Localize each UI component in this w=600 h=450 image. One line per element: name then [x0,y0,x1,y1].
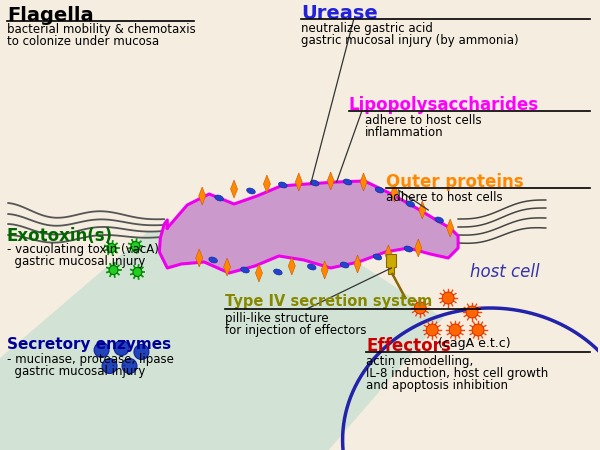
Text: adhere to host cells: adhere to host cells [365,114,481,127]
Circle shape [122,359,137,374]
Text: adhere to host cells: adhere to host cells [386,191,503,204]
Circle shape [133,267,142,276]
Text: pilli-like structure: pilli-like structure [225,312,329,325]
Ellipse shape [435,217,443,223]
Circle shape [107,243,116,252]
Polygon shape [160,181,458,273]
Circle shape [442,292,454,304]
Ellipse shape [307,264,316,270]
Ellipse shape [373,254,382,260]
Text: Urease: Urease [301,4,377,23]
Ellipse shape [247,188,255,194]
Ellipse shape [406,201,415,207]
Polygon shape [0,232,443,450]
Ellipse shape [209,257,217,263]
Circle shape [109,266,118,274]
Text: Exotoxin(s): Exotoxin(s) [7,227,113,245]
Text: gastric mucosal injury (by ammonia): gastric mucosal injury (by ammonia) [301,34,518,47]
Text: Outer proteins: Outer proteins [386,173,524,191]
Circle shape [472,324,484,336]
Circle shape [94,342,109,357]
Polygon shape [386,254,397,274]
Ellipse shape [310,180,319,186]
Polygon shape [196,249,203,267]
Text: host cell: host cell [470,263,539,281]
Ellipse shape [274,269,282,275]
Text: and apoptosis inhibition: and apoptosis inhibition [367,379,508,392]
Text: - mucinase, protease, lipase: - mucinase, protease, lipase [7,353,174,366]
Text: bacterial mobility & chemotaxis: bacterial mobility & chemotaxis [7,23,196,36]
Text: (cagA e.t.c): (cagA e.t.c) [438,337,511,350]
Circle shape [134,345,149,360]
Ellipse shape [404,246,413,252]
Polygon shape [415,239,422,257]
Circle shape [415,302,426,314]
Polygon shape [360,173,367,191]
Polygon shape [199,187,206,205]
Polygon shape [256,264,262,282]
Text: Flagella: Flagella [7,6,94,25]
Text: - vacuolating toxin (vacA): - vacuolating toxin (vacA) [7,243,159,256]
Text: Lipopolysaccharides: Lipopolysaccharides [349,96,539,114]
Text: gastric mucosal injury: gastric mucosal injury [7,365,145,378]
Polygon shape [354,255,361,273]
Text: gastric mucosal injury: gastric mucosal injury [7,255,145,268]
Circle shape [466,306,478,318]
Polygon shape [446,219,454,237]
Text: for injection of effectors: for injection of effectors [225,324,367,337]
Circle shape [114,341,129,356]
Circle shape [449,324,461,336]
Polygon shape [289,257,295,275]
Circle shape [102,359,117,374]
Ellipse shape [278,182,287,188]
Ellipse shape [340,262,349,268]
Polygon shape [391,184,398,202]
Text: IL-8 induction, host cell growth: IL-8 induction, host cell growth [367,367,549,380]
Polygon shape [385,245,392,263]
Ellipse shape [241,267,250,273]
Ellipse shape [343,179,352,185]
Text: neutralize gastric acid: neutralize gastric acid [301,22,433,35]
Polygon shape [295,173,302,191]
Polygon shape [224,258,230,276]
Ellipse shape [215,195,223,201]
Polygon shape [327,172,334,190]
Text: to colonize under mucosa: to colonize under mucosa [7,35,159,48]
Polygon shape [419,201,426,219]
Text: Effectors: Effectors [367,337,451,355]
Text: inflammation: inflammation [365,126,443,139]
Ellipse shape [375,187,384,193]
Polygon shape [321,261,328,279]
Text: actin remodelling,: actin remodelling, [367,355,474,368]
Circle shape [426,324,438,336]
Text: Secretory enzymes: Secretory enzymes [7,337,171,352]
Text: Type IV secretion system: Type IV secretion system [225,294,433,309]
Polygon shape [230,180,238,198]
Circle shape [131,242,140,251]
Polygon shape [263,175,271,193]
